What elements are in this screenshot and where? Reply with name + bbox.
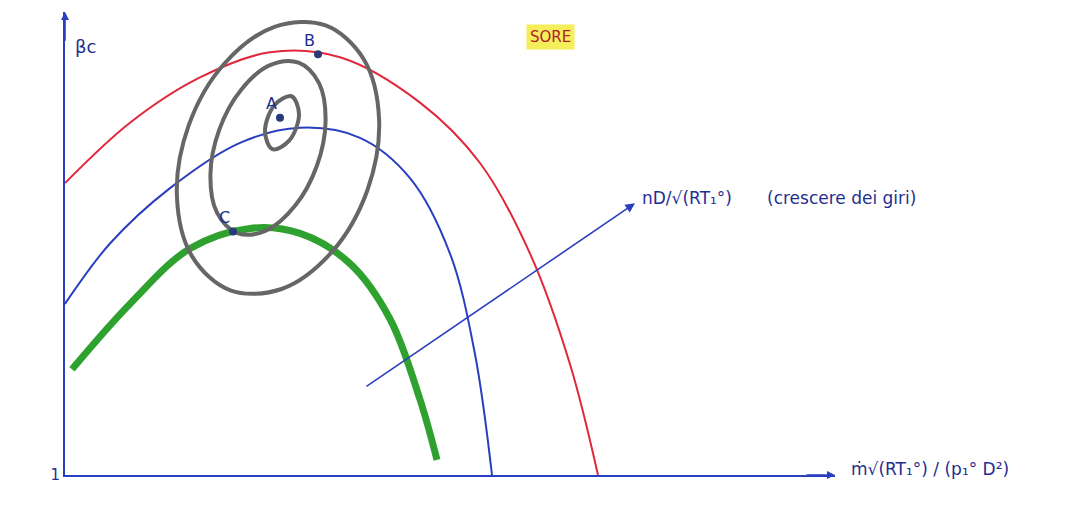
svg-text:A: A (266, 94, 277, 113)
svg-text:B: B (304, 31, 315, 50)
svg-text:1: 1 (50, 466, 60, 484)
svg-text:nD/√(RT₁°): nD/√(RT₁°) (642, 188, 732, 208)
svg-text:SORE: SORE (530, 28, 571, 46)
svg-text:ṁ√(RT₁°) / (p₁° D²): ṁ√(RT₁°) / (p₁° D²) (851, 459, 1009, 479)
svg-text:C: C (219, 208, 230, 227)
svg-text:βc: βc (75, 36, 96, 57)
svg-text:(crescere dei giri): (crescere dei giri) (767, 188, 916, 208)
